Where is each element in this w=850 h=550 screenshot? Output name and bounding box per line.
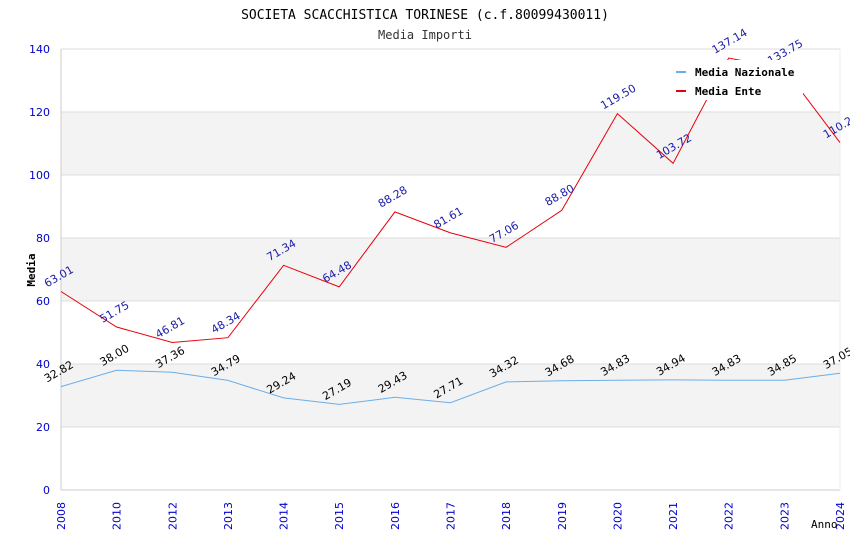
x-tick-label: 2017 [445,502,458,530]
y-tick-label: 60 [36,295,50,308]
data-label: 51.75 [98,299,132,326]
y-tick-label: 120 [29,106,50,119]
x-axis-label: Anno [811,518,838,531]
x-tick-label: 2015 [333,502,346,530]
x-tick-label: 2016 [389,502,402,530]
y-tick-label: 140 [29,43,50,56]
x-tick-label: 2012 [166,502,179,530]
y-tick-labels: 0 20 40 60 80 100 120 140 [29,43,50,497]
x-tick-label: 2014 [278,502,291,530]
data-label: 88.80 [543,182,577,209]
x-tick-label: 2008 [55,502,68,530]
legend: Media Nazionale Media Ente [671,60,803,100]
chart-title: SOCIETA SCACCHISTICA TORINESE (c.f.80099… [241,8,609,23]
y-tick-label: 80 [36,232,50,245]
background-band [61,112,840,175]
x-tick-label: 2020 [611,502,624,530]
data-label: 48.34 [209,309,243,336]
y-tick-label: 20 [36,421,50,434]
data-label: 137.14 [710,26,750,57]
legend-label: Media Ente [695,85,762,98]
axes [60,49,841,491]
data-label: 81.61 [432,205,466,232]
series-line-media-nazionale [60,369,841,405]
chart-subtitle: Media Importi [378,28,472,42]
y-tick-label: 0 [43,484,50,497]
x-tick-labels: 2008 2010 2012 2013 2014 2015 2016 2017 2018 2019… [55,502,847,530]
x-tick-label: 2013 [222,502,235,530]
x-tick-label: 2023 [778,502,791,530]
plot-background-bands [61,112,840,427]
x-tick-label: 2010 [111,502,124,530]
y-axis-label: Media [25,253,38,286]
data-label: 46.81 [153,314,187,341]
background-band [61,238,840,301]
x-tick-label: 2022 [723,502,736,530]
x-tick-label: 2021 [667,502,680,530]
x-tick-label: 2019 [556,502,569,530]
legend-label: Media Nazionale [695,66,795,79]
data-label: 119.50 [598,82,638,113]
legend-background [671,60,803,100]
data-label: 88.28 [376,184,410,211]
y-tick-label: 100 [29,169,50,182]
x-tick-label: 2018 [500,502,513,530]
x-tick-label: 2024 [834,502,847,530]
y-tick-label: 40 [36,358,50,371]
